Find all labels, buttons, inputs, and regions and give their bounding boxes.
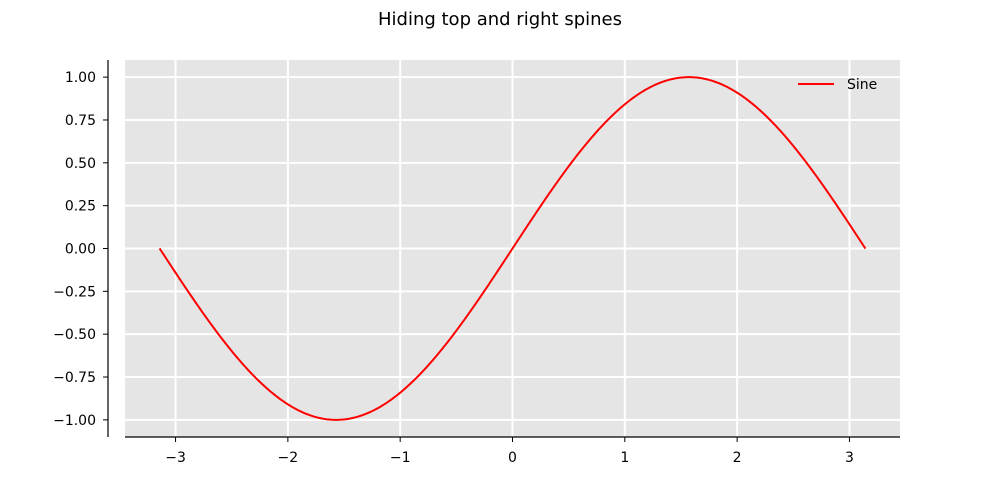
x-tick-label: 3 [845, 450, 854, 466]
series-line-sine [158, 76, 867, 421]
y-tick-label: 1.00 [65, 70, 96, 86]
y-tick-label: −0.50 [53, 327, 96, 343]
y-tick-label: −0.25 [53, 284, 96, 300]
tick-labels: −3 −2 −1 0 1 2 3 −1.00 −0.75 −0.50 −0.25 0.00 0.25 0.… [53, 70, 854, 466]
x-tick-label: 2 [733, 450, 742, 466]
x-tick-label: −1 [390, 450, 411, 466]
x-tick-label: −3 [165, 450, 186, 466]
y-tick-label: −0.75 [53, 370, 96, 386]
legend[interactable]: Sine [798, 77, 877, 93]
y-tick-label: 0.75 [65, 113, 96, 129]
x-tick-label: 0 [508, 450, 517, 466]
series-layer [158, 76, 867, 421]
chart-title: Hiding top and right spines [378, 9, 622, 30]
y-tick-label: 0.25 [65, 199, 96, 215]
x-tick-label: −2 [278, 450, 299, 466]
x-tick-label: 1 [620, 450, 629, 466]
legend-label-sine: Sine [847, 77, 877, 93]
y-tick-label: 0.50 [65, 156, 96, 172]
y-tick-label: −1.00 [53, 413, 96, 429]
y-tick-label: 0.00 [65, 242, 96, 258]
